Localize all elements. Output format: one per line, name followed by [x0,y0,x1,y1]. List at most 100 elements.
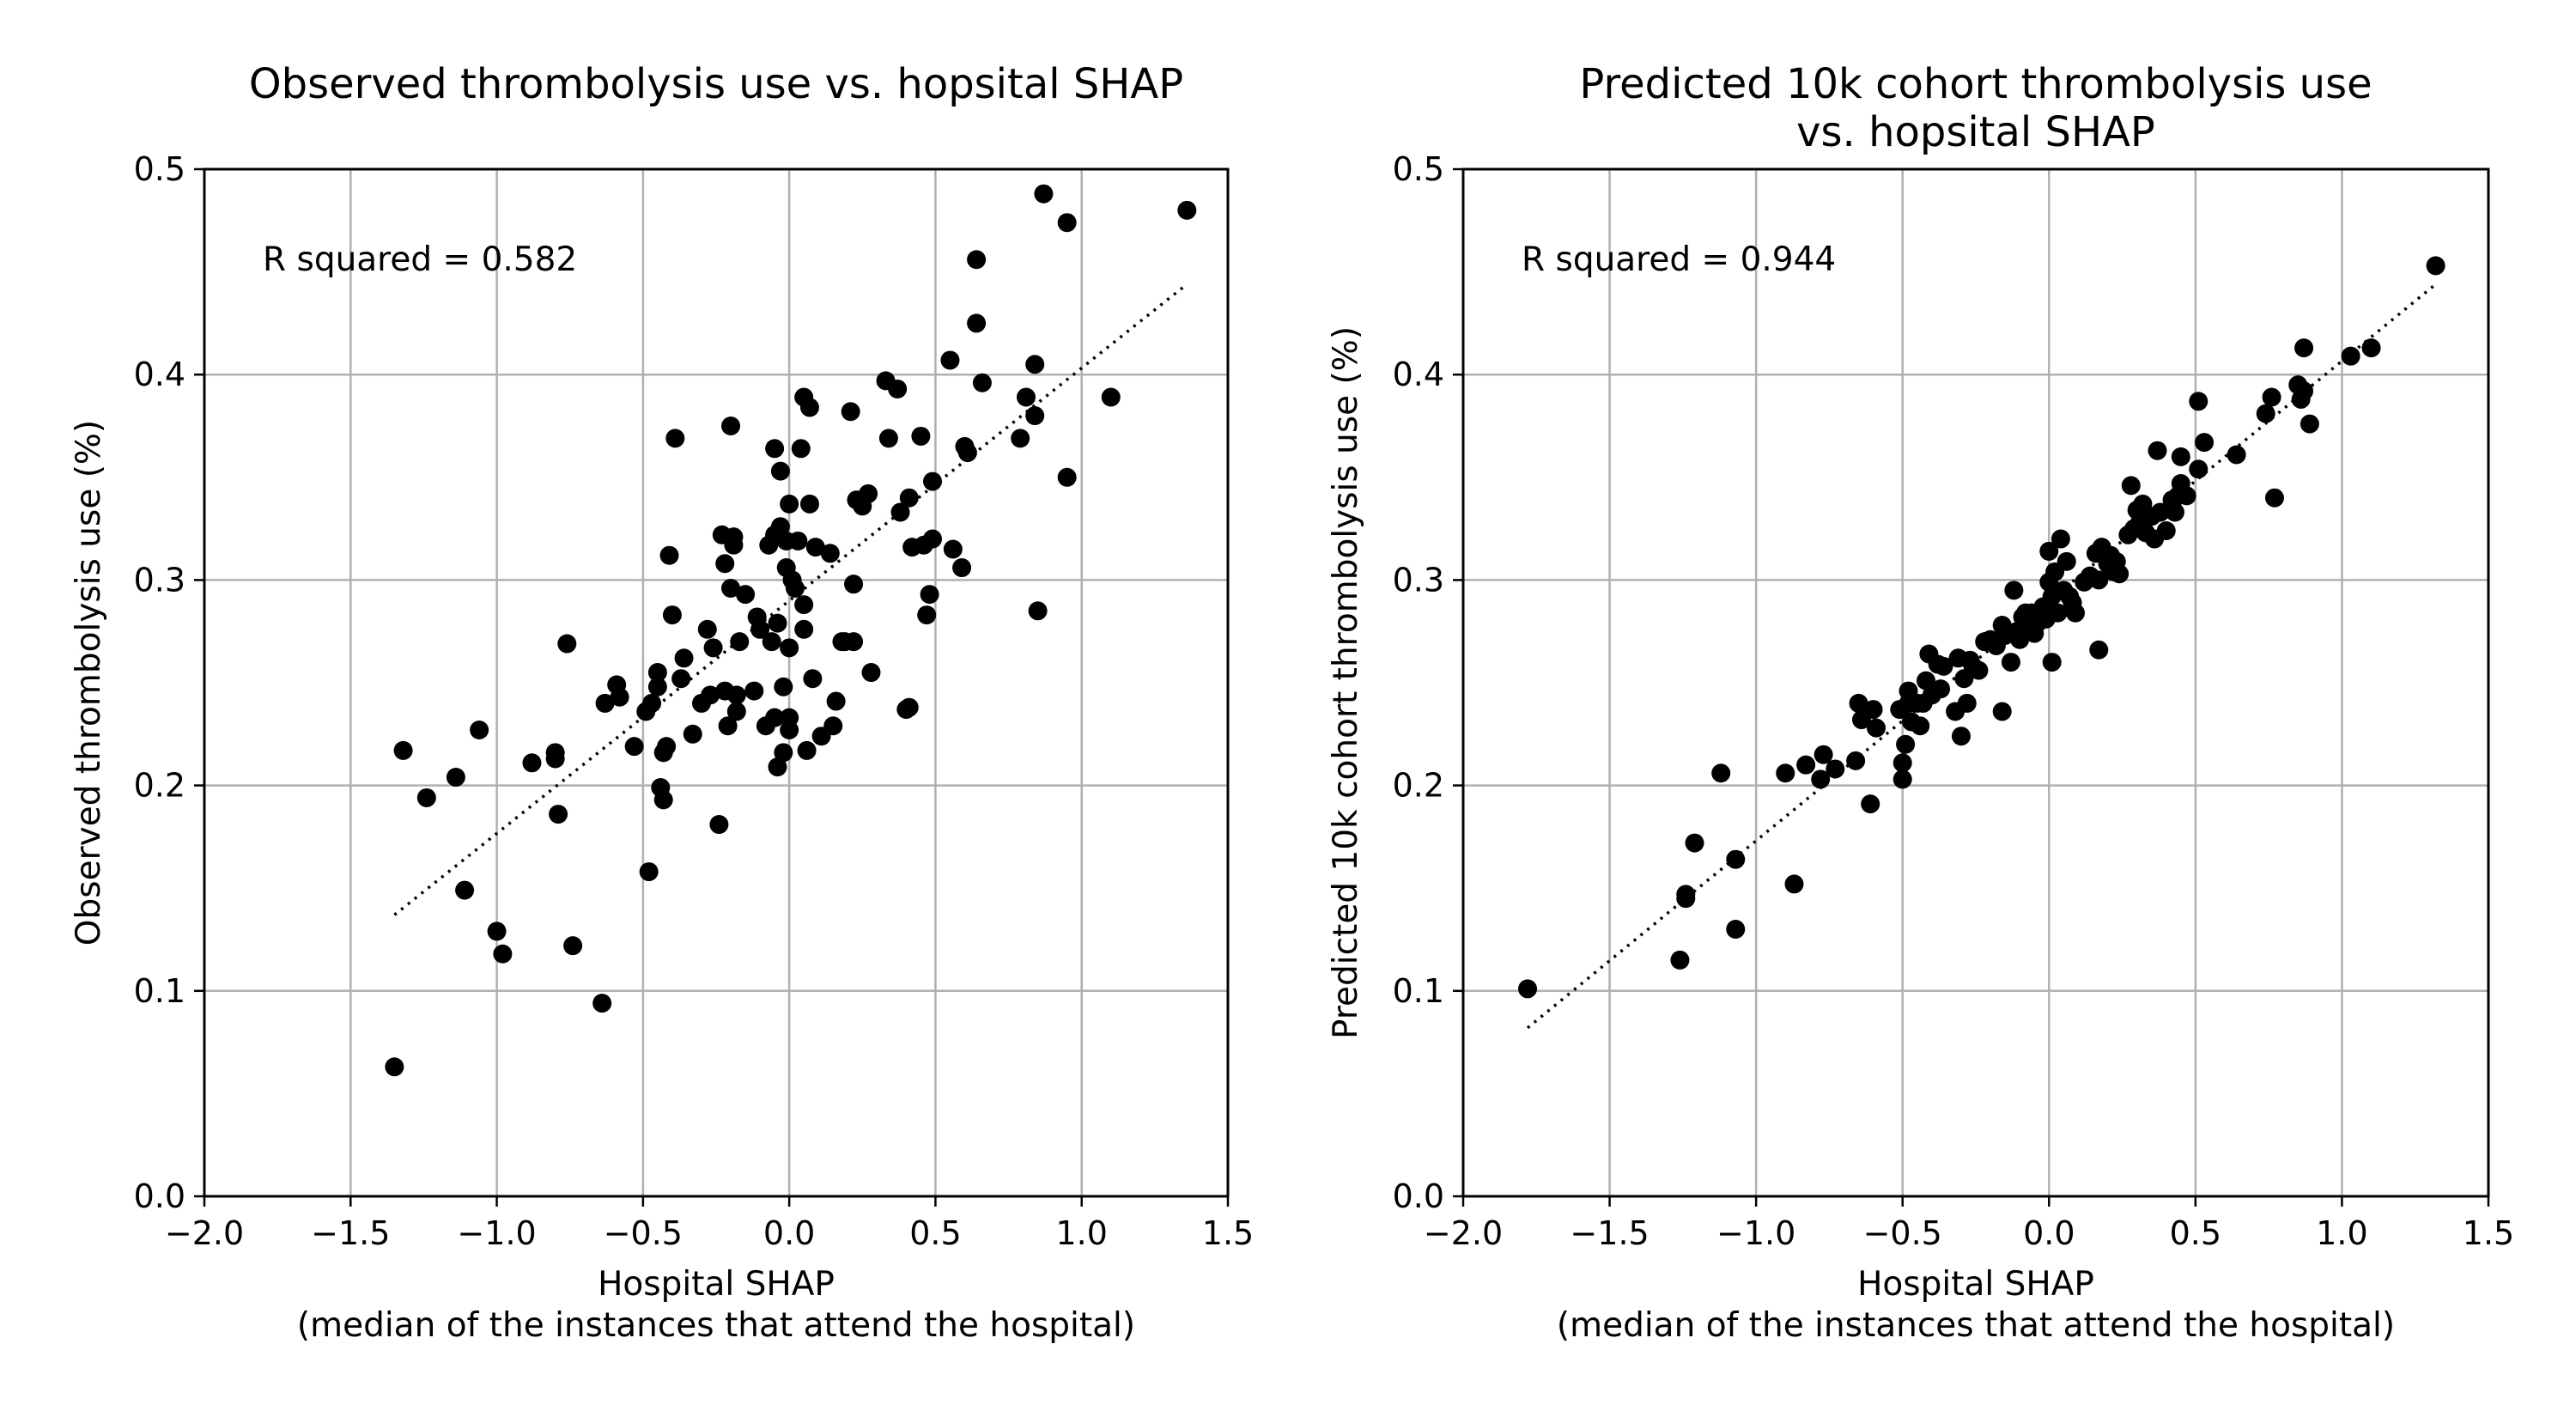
data-point [709,815,729,835]
data-point [943,539,963,559]
data-point [788,531,808,550]
data-point [940,350,960,370]
data-point [1177,200,1197,220]
data-point [2361,338,2381,358]
data-point [820,544,840,563]
y-tick-label: 0.1 [134,972,185,1010]
data-point [639,862,659,882]
data-point [774,677,793,696]
data-point [2294,338,2314,358]
data-point [799,494,819,514]
x-tick-label: 1.0 [2316,1214,2367,1252]
x-axis-sublabel: (median of the instances that attend the… [297,1306,1135,1345]
data-point [653,790,673,810]
data-point [1917,671,1936,690]
data-point [470,721,489,740]
axis-ticks: −2.0 −1.5 −1.0 −0.5 0.0 0.5 1.0 1.5 0.0 0.1 0.2 0.3… [1393,150,2515,1252]
data-point [1814,745,1833,764]
data-point [1676,889,1696,909]
y-tick-label: 0.5 [134,150,185,188]
plot-frame [1461,167,2490,1198]
data-point [647,663,667,683]
data-point [595,693,615,713]
data-points [385,184,1197,1077]
data-point [1057,213,1077,233]
data-point [662,605,682,625]
data-point [385,1057,404,1077]
data-point [785,578,805,598]
data-point [780,638,799,658]
data-point [1934,656,1953,676]
y-tick-label: 0.5 [1393,150,1444,188]
data-point [2264,488,2284,508]
data-point [2177,486,2196,506]
x-tick-label: −1.5 [1570,1214,1649,1252]
data-point [701,685,720,705]
data-point [455,880,475,900]
data-point [1796,755,1816,775]
data-point [768,613,787,633]
data-point [2010,629,2030,649]
data-point [2148,441,2167,460]
data-point [890,502,910,522]
x-tick-label: 1.5 [2463,1214,2514,1252]
trend-line [393,283,1188,916]
chart-observed: Observed thrombolysis use vs. hopsital S… [70,60,1254,1345]
data-point [861,663,881,683]
data-point [923,471,943,491]
data-point [1776,763,1795,783]
data-point [1863,700,1883,720]
data-point [1057,467,1077,487]
data-point [624,737,644,757]
data-point [1017,387,1036,407]
data-point [1992,702,2012,721]
x-tick-label: −1.0 [1716,1214,1795,1252]
data-point [610,687,629,707]
y-tick-label: 0.2 [1393,767,1444,805]
y-axis-label: Observed thrombolysis use (%) [70,420,108,946]
data-point [487,921,507,941]
data-point [2300,414,2319,434]
data-point [2262,387,2281,407]
data-point [1861,794,1880,814]
data-point [1726,849,1746,869]
data-point [2341,346,2360,366]
data-point [1957,693,1977,713]
data-point [805,538,825,557]
x-axis-sublabel: (median of the instances that attend the… [1557,1306,2395,1345]
data-point [770,517,790,537]
data-point [823,716,843,736]
data-point [1034,184,1054,204]
data-point [899,697,919,717]
data-point [841,402,860,422]
y-tick-label: 0.1 [1393,972,1444,1010]
data-point [972,373,992,392]
gridlines [204,169,1228,1196]
x-tick-label: −2.0 [1424,1214,1503,1252]
x-tick-label: −1.0 [457,1214,536,1252]
data-point [416,788,436,807]
data-point [750,619,770,639]
data-point [923,529,943,549]
data-point [522,753,542,773]
data-point [549,805,568,824]
data-point [2001,653,2020,672]
y-tick-label: 0.4 [1393,356,1444,393]
data-point [791,439,811,459]
data-point [730,632,750,652]
data-point [721,417,741,435]
data-point [2042,653,2062,672]
x-tick-label: 1.5 [1202,1214,1254,1252]
data-point [446,768,465,788]
y-tick-label: 0.2 [134,767,185,805]
data-point [642,693,662,713]
data-point [1025,406,1045,426]
x-tick-label: 0.5 [2170,1214,2221,1252]
data-point [659,545,679,565]
data-point [765,439,785,459]
data-point [794,619,814,639]
data-point [718,716,738,736]
data-point [2110,564,2129,584]
data-point [2057,551,2076,571]
x-tick-label: 1.0 [1055,1214,1107,1252]
